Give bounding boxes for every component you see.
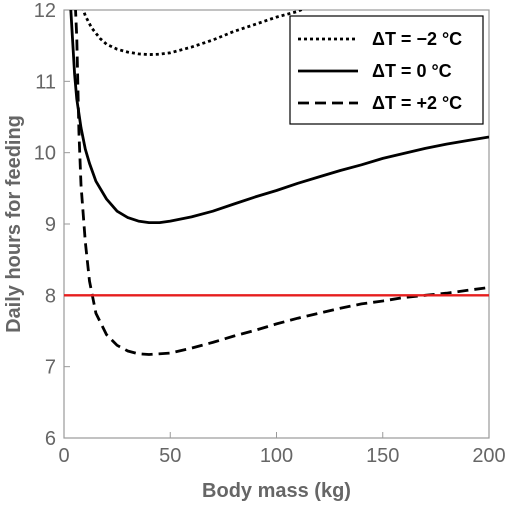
y-tick-label: 10 [34,143,56,165]
y-tick-label: 7 [45,357,56,379]
legend-label-2: ΔT = 0 °C [372,61,452,81]
series-line-3 [74,10,489,356]
y-tick-label: 12 [34,0,56,22]
legend-label-1: ΔT = −2 °C [372,29,462,49]
series-line-2 [69,10,489,224]
y-tick-label: 9 [45,214,56,236]
y-axis-ticks: 6 7 8 9 10 11 12 [34,0,70,450]
x-tick-label: 0 [58,445,69,467]
x-axis-ticks: 0 50 100 150 200 [58,432,506,467]
y-axis-label: Daily hours for feeding [3,115,25,333]
x-axis-label: Body mass (kg) [202,480,351,502]
y-tick-label: 6 [45,428,56,450]
legend: ΔT = −2 °C ΔT = 0 °C ΔT = +2 °C [289,15,484,125]
series-layer [64,10,489,356]
x-tick-label: 100 [260,445,293,467]
y-tick-label: 11 [35,71,56,93]
x-tick-label: 150 [366,445,399,467]
legend-label-3: ΔT = +2 °C [372,93,462,113]
y-tick-label: 8 [45,285,56,307]
x-tick-label: 50 [159,445,181,467]
x-tick-label: 200 [472,445,505,467]
